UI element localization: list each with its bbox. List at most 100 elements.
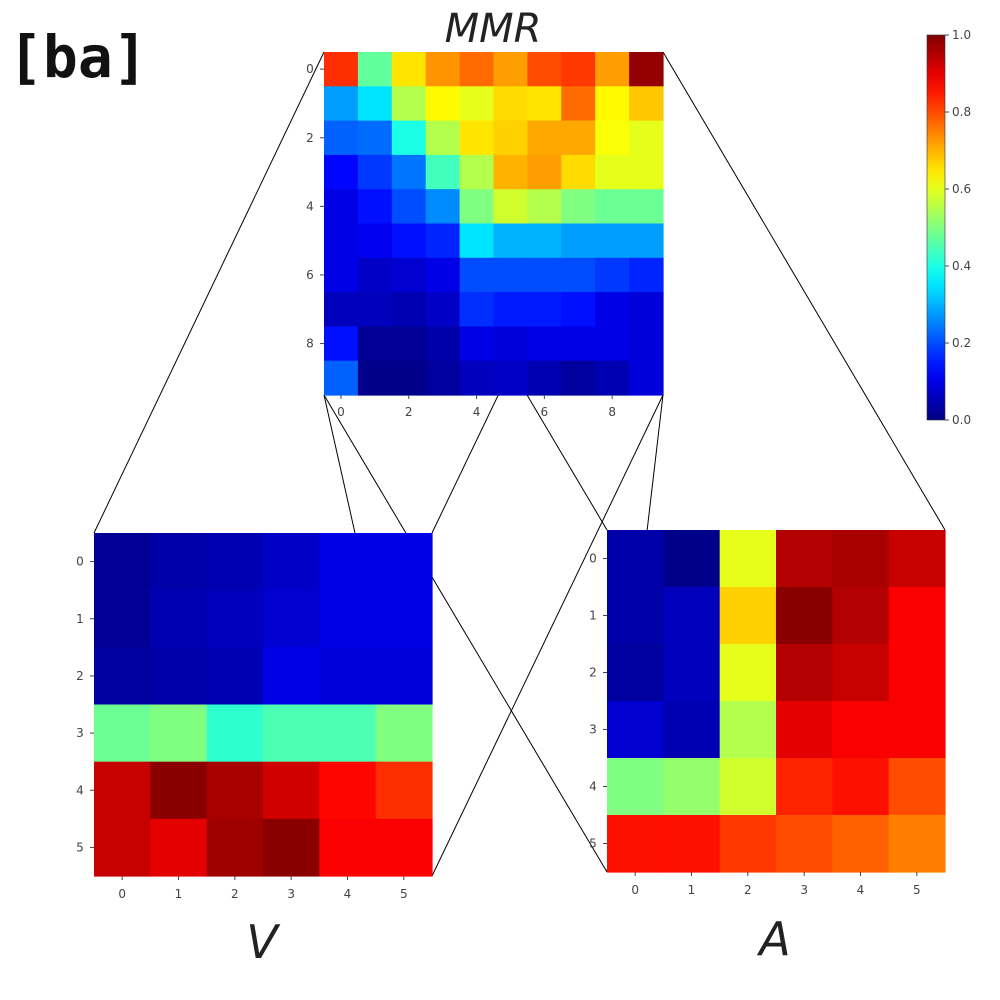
x-tick-label: 2 — [744, 883, 752, 897]
heatmap-cell — [391, 154, 427, 190]
heatmap-cell — [206, 818, 264, 877]
heatmap-cell — [561, 120, 596, 156]
heatmap-cell — [776, 758, 833, 816]
heatmap-cell — [319, 761, 377, 820]
heatmap-cell — [561, 360, 596, 396]
heatmap-cell — [94, 704, 151, 763]
y-tick-label: 6 — [306, 268, 314, 282]
heatmap-cell — [832, 644, 890, 702]
heatmap-cell — [357, 360, 393, 396]
y-tick-label: 8 — [306, 337, 314, 351]
x-tick-label: 6 — [541, 405, 549, 419]
heatmap-cell — [776, 815, 833, 873]
x-tick-label: 0 — [631, 883, 639, 897]
colorbar-tick-label: 0.8 — [952, 105, 971, 119]
heatmap-cell — [391, 360, 427, 396]
heatmap-cell — [493, 223, 528, 259]
x-tick-label: 0 — [337, 405, 345, 419]
heatmap-cell — [425, 120, 461, 156]
colorbar-tick-label: 0.6 — [952, 182, 971, 196]
heatmap-cell — [263, 533, 320, 591]
heatmap-cell — [459, 154, 495, 190]
connector-line — [431, 394, 664, 877]
heatmap-cell — [663, 587, 721, 645]
heatmap-cell — [459, 257, 495, 293]
y-tick-label: 1 — [589, 609, 597, 623]
heatmap-cell — [319, 704, 377, 763]
heatmap-cell — [425, 189, 461, 225]
x-tick-label: 4 — [857, 883, 865, 897]
heatmap-cell — [527, 292, 562, 327]
heatmap-cell — [832, 758, 890, 816]
panel-label: [ba] — [8, 23, 148, 91]
heatmap-cell — [595, 86, 630, 122]
x-tick-label: 2 — [231, 887, 239, 901]
heatmap-cell — [357, 292, 393, 327]
y-tick-label: 1 — [76, 612, 84, 626]
connector-line — [323, 394, 608, 873]
heatmap-cell — [324, 154, 359, 190]
heatmap-cell — [459, 326, 495, 362]
heatmap-cell — [595, 223, 630, 259]
colorbar-tick-label: 0.2 — [952, 336, 971, 350]
heatmap-cell — [663, 815, 721, 873]
heatmap-cell — [324, 292, 359, 327]
heatmap-cell — [206, 590, 264, 648]
heatmap-cell — [319, 590, 377, 648]
heatmap-cell — [719, 530, 777, 588]
heatmap-cell — [629, 257, 664, 293]
heatmap-cell — [375, 590, 433, 648]
heatmap-cell — [595, 120, 630, 156]
heatmap-cell — [357, 257, 393, 293]
heatmap-cell — [391, 292, 427, 327]
heatmap-cell — [263, 761, 320, 820]
heatmap-cell — [324, 189, 359, 225]
heatmap-cell — [888, 758, 946, 816]
chart-title: MMR — [445, 6, 542, 52]
heatmap-cell — [629, 360, 664, 396]
heatmap-cell — [425, 86, 461, 122]
heatmap-cell — [832, 815, 890, 873]
heatmap-cell — [888, 815, 946, 873]
heatmap-cell — [459, 189, 495, 225]
heatmap-cell — [663, 758, 721, 816]
heatmap-cell — [263, 590, 320, 648]
heatmap-cell — [357, 52, 393, 87]
y-tick-label: 0 — [306, 62, 314, 76]
heatmap-cell — [607, 644, 664, 702]
heatmap-cell — [206, 533, 264, 591]
heatmap-cell — [391, 189, 427, 225]
heatmap-cell — [493, 52, 528, 87]
heatmap-cell — [719, 587, 777, 645]
heatmap-cell — [888, 701, 946, 759]
y-tick-label: 0 — [76, 555, 84, 569]
chart-title: A — [756, 912, 790, 966]
connector-line — [662, 51, 946, 531]
heatmap-cell — [493, 292, 528, 327]
heatmap-cell — [459, 86, 495, 122]
heatmap-cell — [493, 257, 528, 293]
heatmap-cell — [263, 818, 320, 877]
heatmap-cell — [629, 292, 664, 327]
heatmap-cell — [357, 223, 393, 259]
heatmap-cell — [527, 360, 562, 396]
y-tick-label: 4 — [589, 780, 597, 794]
y-tick-label: 2 — [76, 669, 84, 683]
heatmap-cell — [776, 530, 833, 588]
y-tick-label: 3 — [589, 723, 597, 737]
heatmap-cell — [391, 223, 427, 259]
heatmap-cell — [663, 530, 721, 588]
heatmap-cell — [527, 257, 562, 293]
heatmap-cell — [324, 326, 359, 362]
heatmap-cell — [425, 223, 461, 259]
heatmap-cell — [527, 326, 562, 362]
heatmap-cell — [357, 189, 393, 225]
y-tick-label: 4 — [306, 199, 314, 213]
y-tick-label: 5 — [76, 840, 84, 854]
heatmap-cell — [595, 154, 630, 190]
colorbar-tick-label: 0.4 — [952, 259, 971, 273]
heatmap-cell — [425, 52, 461, 87]
heatmap-cell — [629, 223, 664, 259]
heatmap-cell — [391, 257, 427, 293]
y-tick-label: 3 — [76, 726, 84, 740]
